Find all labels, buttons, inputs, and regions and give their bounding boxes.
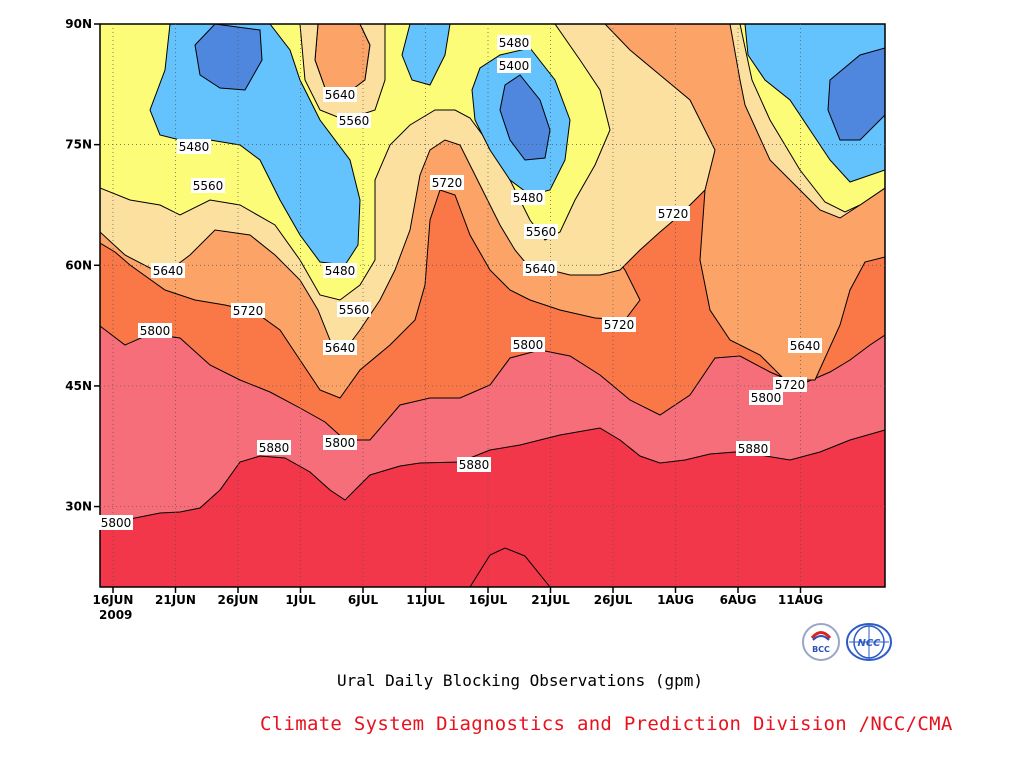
credit-line: Climate System Diagnostics and Predictio… (260, 713, 953, 735)
x-tick-label: 11JUL (406, 593, 445, 607)
grid (100, 24, 885, 587)
y-tick-label: 90N (65, 17, 92, 31)
contour-label: 5720 (432, 176, 463, 190)
ncc-logo-icon: NCC (846, 623, 892, 661)
contour-label: 5800 (513, 338, 544, 352)
contour-label: 5800 (325, 436, 356, 450)
contour-label: 5800 (751, 391, 782, 405)
contour-label-bg (656, 206, 690, 221)
x-tick-label: 6AUG (720, 593, 757, 607)
contour-label-bg (430, 175, 464, 190)
contour-fills (100, 24, 885, 587)
x-tick-label: 16JUL (469, 593, 508, 607)
contour-label-bg (257, 440, 291, 455)
contour-label-bg (736, 441, 770, 456)
contour-label: 5640 (325, 88, 356, 102)
y-axis: 90N 75N 60N 45N 30N (65, 17, 100, 514)
y-tick-label: 60N (65, 258, 92, 272)
contour-label-bg (231, 303, 265, 318)
contour-label: 5640 (525, 262, 556, 276)
x-tick-label: 11AUG (778, 593, 823, 607)
plot-frame (99, 23, 886, 588)
contour-label-bg (323, 340, 357, 355)
contour-label-bg (337, 113, 371, 128)
x-tick-label: 16JUN (93, 593, 134, 607)
contour-label: 5640 (790, 339, 821, 353)
x-tick-label: 1JUL (285, 593, 316, 607)
y-tick-label: 45N (65, 379, 92, 393)
contour-label-bg (773, 377, 807, 392)
contour-label-bg (191, 178, 225, 193)
contour-label: 5720 (775, 378, 806, 392)
contour-label: 5720 (658, 207, 689, 221)
contour-label: 5720 (233, 304, 264, 318)
contour-label-bg (323, 87, 357, 102)
fill-below-5400 (194, 24, 885, 161)
contour-label: 5400 (499, 59, 530, 73)
fill-above-5880-south (469, 547, 551, 587)
contour-label-bg (457, 457, 491, 472)
contour-label: 5560 (339, 303, 370, 317)
svg-text:NCC: NCC (857, 638, 881, 649)
contour-label: 5800 (140, 324, 171, 338)
contour-label: 5720 (604, 318, 635, 332)
contour-label-bg (323, 435, 357, 450)
chart-title: Ural Daily Blocking Observations (gpm) (336, 671, 704, 690)
contour-label: 5480 (325, 264, 356, 278)
y-tick-label: 30N (65, 500, 92, 514)
x-tick-label: 21JUL (531, 593, 570, 607)
contour-label: 5480 (513, 191, 544, 205)
contour-label-bg (177, 139, 211, 154)
contour-label-bg (337, 302, 371, 317)
contour-label: 5880 (459, 458, 490, 472)
contour-label-bg (524, 224, 558, 239)
y-tick-label: 75N (65, 138, 92, 152)
contour-label-bg (788, 338, 822, 353)
contour-label: 5480 (499, 36, 530, 50)
fill-5560-5640-north (299, 24, 386, 121)
bcc-logo-icon: BCC (802, 623, 840, 661)
contour-label: 5480 (179, 140, 210, 154)
x-tick-label: 6JUL (348, 593, 379, 607)
svg-text:BCC: BCC (812, 645, 830, 654)
x-tick-label: 21JUN (155, 593, 196, 607)
contour-label: 5640 (325, 341, 356, 355)
contour-label-bg (602, 317, 636, 332)
contour-label: 5800 (101, 516, 132, 530)
contour-label: 5640 (153, 264, 184, 278)
x-year-label: 2009 (99, 608, 132, 622)
x-tick-label: 26JUL (594, 593, 633, 607)
contour-label: 5880 (738, 442, 769, 456)
contour-label-bg (99, 515, 133, 530)
x-tick-label: 26JUN (218, 593, 259, 607)
x-tick-label: 1AUG (657, 593, 694, 607)
contour-label-bg (749, 390, 783, 405)
contour-label-bg (151, 263, 185, 278)
contour-labels: 5480 5400 5640 5560 5480 5720 5480 5560 5560 5640… (99, 35, 822, 530)
contour-label-bg (523, 261, 557, 276)
x-axis: 16JUN 21JUN 26JUN 1JUL 6JUL 11JUL 16JUL 21JUL 26… (93, 587, 823, 607)
contour-label-bg (497, 35, 531, 50)
contour-label: 5880 (259, 441, 290, 455)
contour-label: 5560 (339, 114, 370, 128)
contour-label-bg (138, 323, 172, 338)
contour-label-bg (511, 190, 545, 205)
contour-label-bg (323, 263, 357, 278)
contour-label-bg (497, 58, 531, 73)
contour-label: 5560 (526, 225, 557, 239)
contour-label-bg (511, 337, 545, 352)
contour-label: 5560 (193, 179, 224, 193)
